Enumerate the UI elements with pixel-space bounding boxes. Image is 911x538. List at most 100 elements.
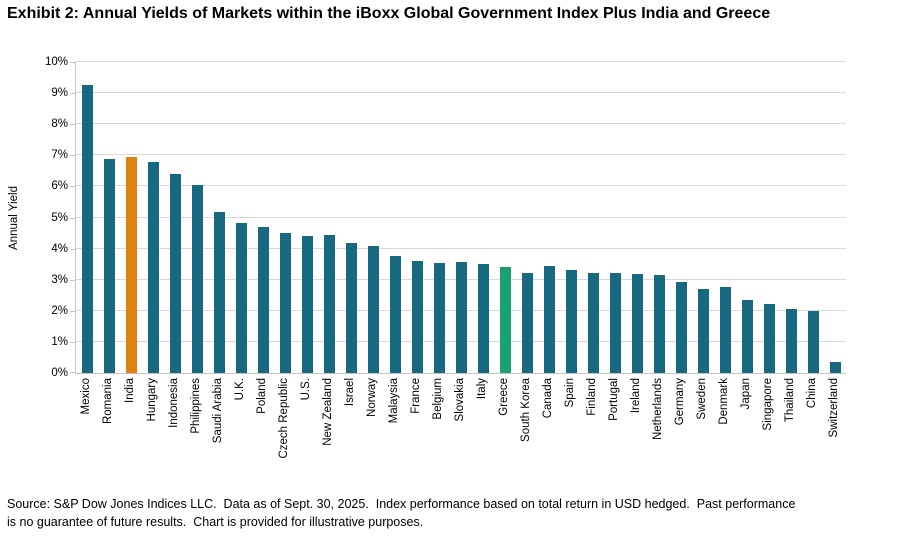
x-tick-label: Switzerland xyxy=(828,378,840,438)
x-tick-label: Belgium xyxy=(432,378,444,420)
bar-thailand xyxy=(785,309,797,373)
bar-switzerland xyxy=(829,362,841,373)
y-tick-label: 10% xyxy=(44,56,68,68)
x-tick-label: Canada xyxy=(542,378,554,419)
y-tick-label: 3% xyxy=(51,273,68,286)
y-tick-mark xyxy=(70,248,76,250)
y-tick-label: 0% xyxy=(51,367,68,379)
y-tick-mark xyxy=(70,341,76,343)
gridline xyxy=(76,92,846,94)
bar-japan xyxy=(741,299,753,373)
y-tick-mark xyxy=(70,279,76,281)
x-tick-label: France xyxy=(410,378,422,414)
bar-spain xyxy=(565,270,577,373)
x-tick-label: Spain xyxy=(564,378,576,408)
y-tick-mark xyxy=(70,155,76,157)
y-axis-ticks: 0% 1% 2% 3% 4% 5% 6% 7% 8% 9% 10% xyxy=(0,56,68,379)
bar-poland xyxy=(257,227,269,373)
x-tick-label: Mexico xyxy=(80,378,92,415)
x-tick-label: Indonesia xyxy=(168,378,180,428)
bar-germany xyxy=(675,281,687,373)
bar-belgium xyxy=(433,262,445,373)
plot-area xyxy=(70,61,846,374)
y-tick-label: 4% xyxy=(51,242,68,255)
x-tick-label: India xyxy=(124,378,136,403)
bar-czech-republic xyxy=(279,232,291,373)
bar-philippines xyxy=(191,184,203,373)
x-tick-label: New Zealand xyxy=(322,378,334,446)
bar-greece xyxy=(499,266,511,373)
bar-denmark xyxy=(719,287,731,373)
x-tick-label: U.K. xyxy=(234,378,246,401)
x-tick-label: Romania xyxy=(102,378,114,425)
bar-slovakia xyxy=(455,262,467,373)
gridline xyxy=(76,154,846,156)
bar-mexico xyxy=(81,84,93,373)
y-tick-label: 9% xyxy=(51,87,68,100)
x-tick-label: Poland xyxy=(256,378,268,414)
bar-finland xyxy=(587,273,599,373)
x-tick-label: South Korea xyxy=(520,378,532,442)
x-tick-label: Denmark xyxy=(718,378,730,425)
x-tick-label: Philippines xyxy=(190,378,202,434)
x-tick-label: Italy xyxy=(476,378,488,400)
x-tick-label: Saudi Arabia xyxy=(212,378,224,444)
x-tick-label: Ireland xyxy=(630,378,642,414)
bar-portugal xyxy=(609,273,621,373)
bar-canada xyxy=(543,265,555,373)
y-tick-mark xyxy=(70,62,76,63)
y-tick-label: 1% xyxy=(51,335,68,348)
x-axis-labels: Mexico Romania India Hungary Indonesia Philip… xyxy=(75,375,845,485)
bar-ireland xyxy=(631,274,643,373)
x-tick-label: Hungary xyxy=(146,378,158,422)
x-tick-label: Germany xyxy=(674,378,686,426)
bar-hungary xyxy=(147,162,159,373)
x-tick-label: Malaysia xyxy=(388,378,400,424)
x-tick-label: Norway xyxy=(366,378,378,417)
y-tick-mark xyxy=(70,372,76,373)
y-tick-label: 2% xyxy=(51,304,68,317)
exhibit-title: Exhibit 2: Annual Yields of Markets with… xyxy=(7,5,771,22)
gridline xyxy=(76,123,846,125)
x-tick-label: Sweden xyxy=(696,378,708,420)
bar-singapore xyxy=(763,304,775,373)
x-tick-label: Czech Republic xyxy=(278,378,290,459)
y-tick-label: 8% xyxy=(51,118,68,131)
bar-indonesia xyxy=(169,173,181,373)
bar-china xyxy=(807,310,819,373)
gridline xyxy=(76,247,846,249)
bar-south-korea xyxy=(521,272,533,373)
y-tick-label: 7% xyxy=(51,149,68,162)
bar-u-k- xyxy=(235,223,247,373)
bar-france xyxy=(411,261,423,373)
x-tick-label: Japan xyxy=(740,378,752,410)
y-tick-label: 6% xyxy=(51,180,68,193)
bar-sweden xyxy=(697,288,709,373)
gridline xyxy=(76,185,846,187)
bar-italy xyxy=(477,264,489,373)
x-tick-label: Slovakia xyxy=(454,378,466,422)
x-tick-label: Greece xyxy=(498,378,510,416)
x-tick-label: Portugal xyxy=(608,378,620,421)
bar-india xyxy=(125,157,137,373)
bar-norway xyxy=(367,246,379,373)
bar-new-zealand xyxy=(323,234,335,373)
x-tick-label: Finland xyxy=(586,378,598,416)
y-tick-mark xyxy=(70,217,76,219)
y-tick-mark xyxy=(70,93,76,95)
x-tick-label: Singapore xyxy=(762,378,774,431)
x-tick-label: China xyxy=(806,378,818,409)
bar-netherlands xyxy=(653,275,665,373)
y-tick-mark xyxy=(70,186,76,188)
gridline xyxy=(76,61,846,62)
y-tick-label: 5% xyxy=(51,211,68,224)
bar-saudi-arabia xyxy=(213,211,225,373)
y-tick-mark xyxy=(70,124,76,126)
x-tick-label: Israel xyxy=(344,378,356,407)
bar-u-s- xyxy=(301,235,313,373)
x-tick-label: Netherlands xyxy=(652,378,664,441)
source-note: Source: S&P Dow Jones Indices LLC. Data … xyxy=(7,497,799,530)
bar-chart: Annual Yield 0% 1% 2% 3% 4% 5% 6% 7% 8% 9% 10% Mex… xyxy=(0,55,911,485)
bar-israel xyxy=(345,243,357,373)
